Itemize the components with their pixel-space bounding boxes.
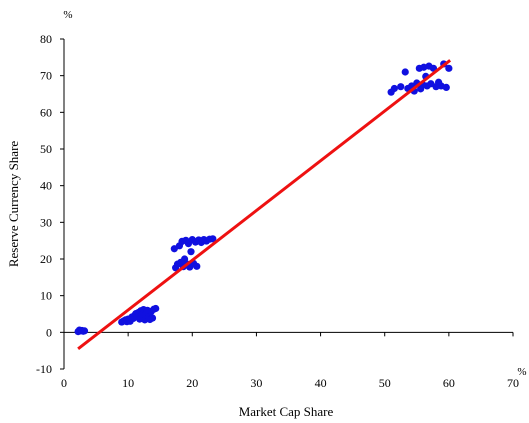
data-point bbox=[390, 84, 398, 93]
x-tick-label: 70 bbox=[507, 376, 519, 390]
axes bbox=[63, 39, 513, 369]
data-point bbox=[193, 262, 201, 270]
fit-line bbox=[77, 59, 452, 351]
y-tick-label: 0 bbox=[46, 325, 52, 339]
data-point bbox=[401, 68, 409, 76]
y-axis-title: Reserve Currency Share bbox=[6, 141, 21, 268]
data-point bbox=[152, 304, 160, 313]
y-tick-label: -10 bbox=[36, 362, 52, 376]
tick-labels: -10 0 10 20 30 40 50 60 70 80 0 10 20 30 40 50 60 70 bbox=[36, 32, 519, 390]
data-point bbox=[148, 314, 157, 322]
y-tick-label: 40 bbox=[40, 179, 52, 193]
data-point bbox=[442, 83, 450, 91]
y-axis-unit: % bbox=[63, 9, 72, 21]
y-tick-label: 70 bbox=[40, 69, 52, 83]
x-tick-label: 10 bbox=[122, 376, 134, 390]
data-point bbox=[80, 327, 89, 335]
x-tick-label: 60 bbox=[443, 376, 455, 390]
data-point bbox=[445, 64, 453, 72]
x-tick-label: 30 bbox=[250, 376, 262, 390]
x-tick-label: 50 bbox=[379, 376, 391, 390]
y-tick-label: 80 bbox=[40, 32, 52, 46]
x-tick-label: 0 bbox=[61, 376, 67, 390]
y-tick-label: 50 bbox=[40, 142, 52, 156]
data-point bbox=[209, 235, 217, 243]
y-tick-label: 10 bbox=[40, 289, 52, 303]
x-tick-label: 20 bbox=[186, 376, 198, 390]
x-axis-unit: % bbox=[517, 366, 526, 378]
tick-marks bbox=[60, 38, 514, 370]
data-points bbox=[74, 60, 453, 336]
x-tick-label: 40 bbox=[315, 376, 327, 390]
y-tick-label: 60 bbox=[40, 105, 52, 119]
y-tick-label: 30 bbox=[40, 215, 52, 229]
y-tick-label: 20 bbox=[40, 252, 52, 266]
data-point bbox=[187, 248, 195, 256]
data-point bbox=[397, 83, 405, 91]
x-axis-title: Market Cap Share bbox=[239, 404, 334, 419]
